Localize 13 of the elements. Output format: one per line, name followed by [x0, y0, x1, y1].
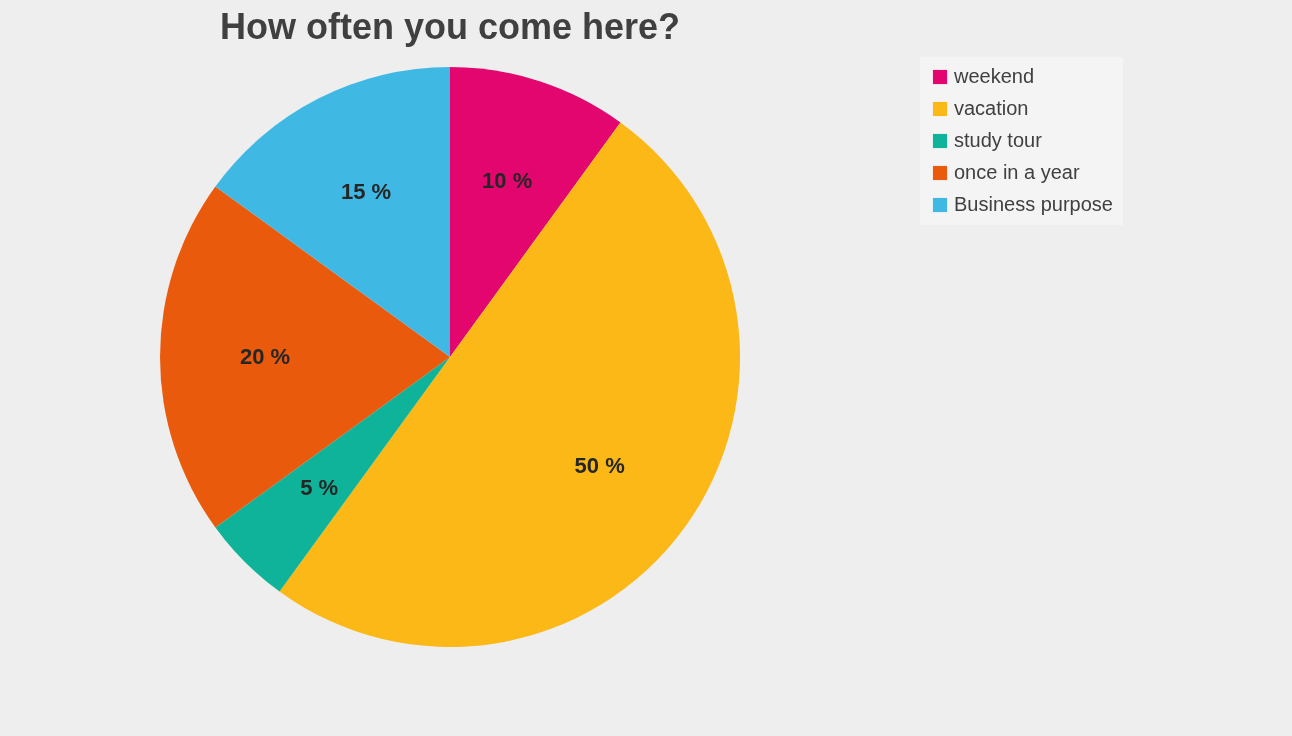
pie-slice [450, 67, 621, 357]
data-label: 10 % [482, 168, 533, 194]
pie-slice [160, 186, 450, 528]
data-label: 5 % [300, 474, 339, 500]
chart-title: How often you come here? [219, 6, 681, 47]
legend-label: weekend [953, 65, 1035, 87]
legend-label: Business purpose [954, 193, 1113, 215]
legend-label: vacation [954, 97, 1029, 119]
data-label: 15 % [340, 179, 392, 205]
data-label: 20 % [239, 344, 291, 369]
legend-label: study tour [954, 129, 1043, 151]
data-label: 50 % [574, 452, 625, 478]
legend-label: once in a year [954, 161, 1080, 183]
